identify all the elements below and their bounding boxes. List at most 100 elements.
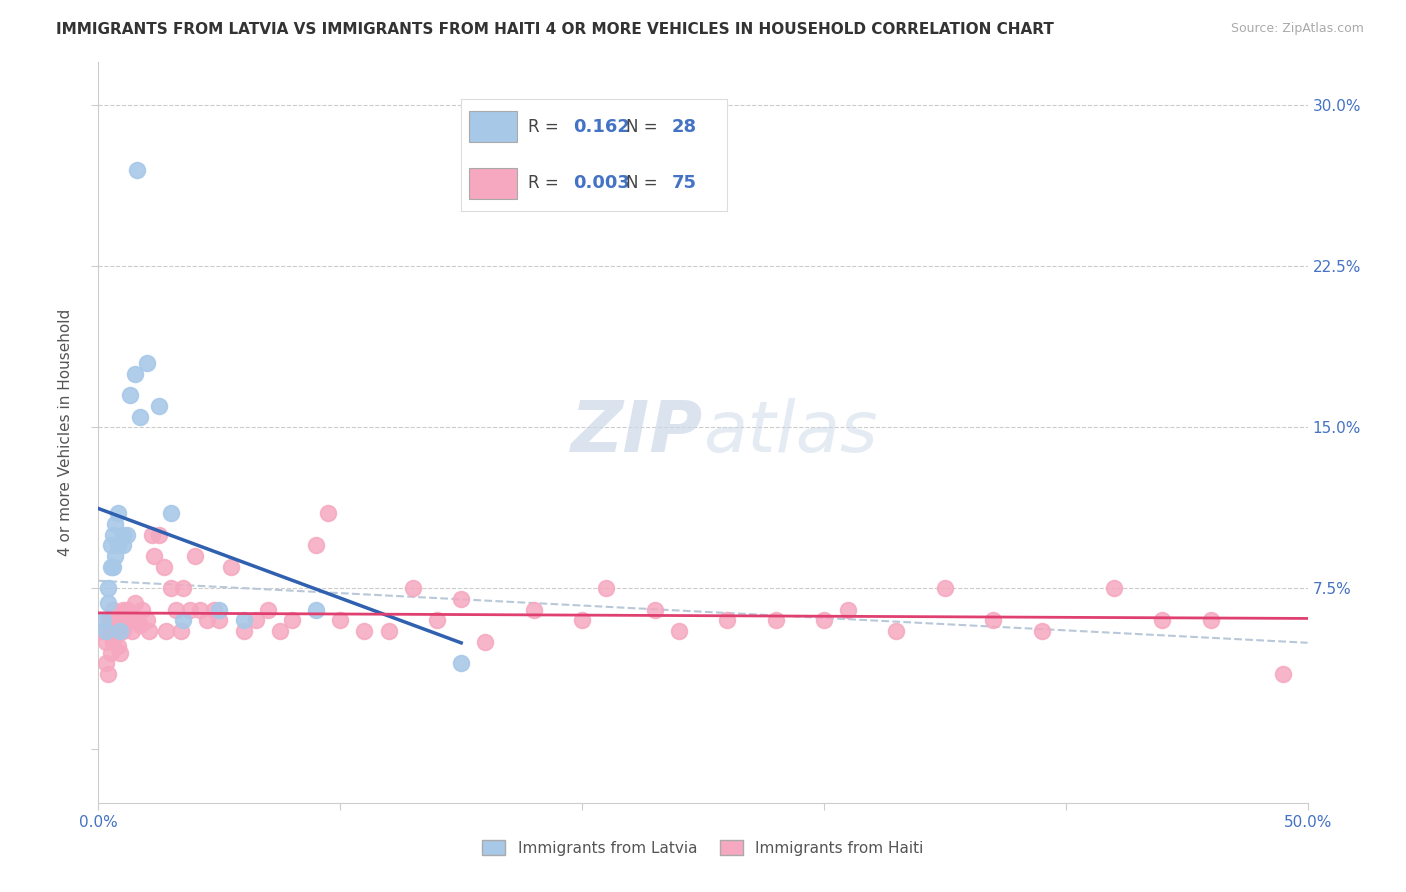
Point	[426, 614, 449, 628]
Point	[305, 538, 328, 552]
Point	[135, 614, 157, 628]
Point	[141, 527, 163, 541]
Point	[179, 602, 201, 616]
Point	[101, 527, 124, 541]
Point	[118, 614, 141, 628]
Point	[131, 602, 153, 616]
Point	[97, 667, 120, 681]
Point	[107, 538, 129, 552]
Point	[377, 624, 399, 639]
Point	[232, 614, 254, 628]
Point	[837, 602, 859, 616]
Point	[135, 356, 157, 370]
Point	[111, 538, 134, 552]
Point	[245, 614, 267, 628]
Point	[101, 635, 124, 649]
Point	[765, 614, 787, 628]
Point	[305, 602, 328, 616]
Point	[155, 624, 177, 639]
Point	[172, 581, 194, 595]
Point	[450, 657, 472, 671]
Point	[104, 614, 127, 628]
Point	[108, 624, 131, 639]
Point	[188, 602, 211, 616]
Point	[148, 399, 170, 413]
Point	[934, 581, 956, 595]
Point	[138, 624, 160, 639]
Point	[127, 162, 149, 177]
Point	[1031, 624, 1053, 639]
Point	[269, 624, 291, 639]
Point	[160, 506, 183, 520]
Point	[143, 549, 166, 563]
Point	[100, 559, 122, 574]
Text: IMMIGRANTS FROM LATVIA VS IMMIGRANTS FROM HAITI 4 OR MORE VEHICLES IN HOUSEHOLD : IMMIGRANTS FROM LATVIA VS IMMIGRANTS FRO…	[56, 22, 1054, 37]
Point	[402, 581, 425, 595]
Point	[886, 624, 908, 639]
Point	[813, 614, 835, 628]
Point	[121, 624, 143, 639]
Point	[668, 624, 690, 639]
Point	[118, 388, 141, 402]
Point	[208, 602, 231, 616]
Point	[172, 614, 194, 628]
Point	[111, 602, 134, 616]
Point	[1102, 581, 1125, 595]
Point	[94, 657, 117, 671]
Y-axis label: 4 or more Vehicles in Household: 4 or more Vehicles in Household	[58, 309, 73, 557]
Point	[127, 614, 149, 628]
Point	[101, 602, 124, 616]
Text: ZIP: ZIP	[571, 398, 703, 467]
Point	[281, 614, 304, 628]
Point	[474, 635, 496, 649]
Point	[981, 614, 1004, 628]
Point	[100, 614, 122, 628]
Text: Source: ZipAtlas.com: Source: ZipAtlas.com	[1230, 22, 1364, 36]
Point	[114, 614, 136, 628]
Point	[107, 506, 129, 520]
Point	[107, 639, 129, 653]
Point	[117, 602, 139, 616]
Point	[523, 602, 546, 616]
Point	[111, 527, 134, 541]
Point	[91, 624, 114, 639]
Point	[128, 617, 150, 632]
Point	[107, 617, 129, 632]
Point	[97, 581, 120, 595]
Point	[450, 591, 472, 606]
Point	[97, 614, 120, 628]
Point	[316, 506, 339, 520]
Point	[1152, 614, 1174, 628]
Point	[232, 624, 254, 639]
Point	[165, 602, 187, 616]
Point	[1272, 667, 1295, 681]
Point	[204, 602, 226, 616]
Point	[101, 559, 124, 574]
Point	[208, 614, 231, 628]
Point	[97, 596, 120, 610]
Text: atlas: atlas	[703, 398, 877, 467]
Point	[94, 624, 117, 639]
Point	[124, 367, 146, 381]
Point	[1199, 614, 1222, 628]
Point	[128, 409, 150, 424]
Point	[104, 516, 127, 531]
Point	[108, 646, 131, 660]
Point	[160, 581, 183, 595]
Point	[644, 602, 666, 616]
Point	[108, 614, 131, 628]
Point	[184, 549, 207, 563]
Legend: Immigrants from Latvia, Immigrants from Haiti: Immigrants from Latvia, Immigrants from …	[477, 834, 929, 862]
Point	[117, 527, 139, 541]
Point	[91, 614, 114, 628]
Point	[94, 635, 117, 649]
Point	[353, 624, 375, 639]
Point	[104, 624, 127, 639]
Point	[100, 538, 122, 552]
Point	[571, 614, 593, 628]
Point	[169, 624, 191, 639]
Point	[100, 646, 122, 660]
Point	[124, 596, 146, 610]
Point	[195, 614, 218, 628]
Point	[595, 581, 617, 595]
